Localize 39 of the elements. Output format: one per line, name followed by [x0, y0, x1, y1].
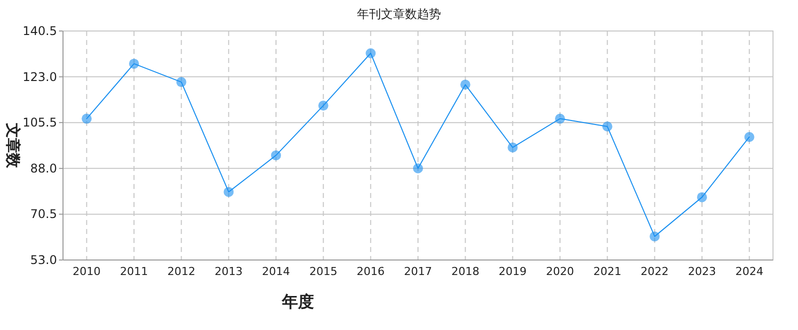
point — [176, 77, 186, 88]
point — [318, 100, 328, 111]
point — [555, 114, 565, 124]
point — [650, 231, 660, 242]
point — [224, 186, 234, 197]
point — [508, 142, 518, 152]
x-tick-label: 2020 — [546, 265, 574, 278]
y-tick-label: 53.0 — [30, 253, 57, 267]
x-tick-label: 2011 — [120, 265, 148, 278]
x-tick-label: 2022 — [640, 265, 669, 278]
chart-title: 年刊文章数趋势 — [357, 7, 441, 21]
x-tick-label: 2012 — [167, 265, 196, 278]
x-tick-label: 2024 — [735, 265, 764, 278]
x-tick-label: 2014 — [262, 265, 290, 278]
point — [366, 48, 376, 58]
y-tick-label: 70.5 — [30, 207, 57, 222]
x-tick-label: 2015 — [309, 265, 338, 278]
point — [129, 58, 139, 69]
y-tick-label: 105.5 — [22, 116, 57, 130]
point — [82, 114, 92, 124]
y-tick-label: 140.5 — [22, 24, 57, 38]
x-tick-label: 2017 — [404, 265, 432, 278]
x-axis-title: 年度 — [281, 292, 314, 311]
point — [271, 150, 281, 160]
y-tick-label: 123.0 — [22, 70, 57, 84]
x-tick-label: 2010 — [72, 265, 101, 278]
x-tick-label: 2016 — [356, 265, 385, 278]
y-axis-title: 文章数 — [4, 122, 22, 169]
y-tick-label: 88.0 — [30, 161, 57, 176]
point — [602, 122, 612, 132]
x-tick-label: 2013 — [214, 265, 243, 278]
x-tick-label: 2023 — [688, 265, 716, 278]
x-tick-label: 2021 — [593, 265, 622, 278]
point — [460, 80, 470, 90]
x-tick-label: 2019 — [498, 265, 527, 278]
point — [413, 163, 423, 174]
x-tick-label: 2018 — [451, 265, 480, 278]
point — [744, 132, 754, 142]
point — [697, 192, 707, 202]
